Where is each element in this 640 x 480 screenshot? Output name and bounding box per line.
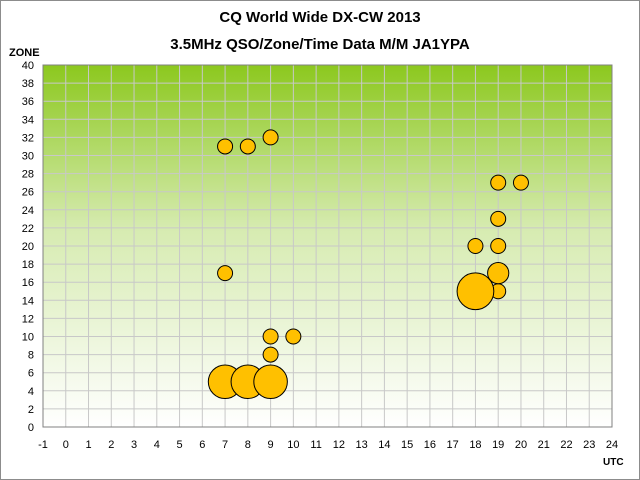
bubble-point (217, 265, 234, 282)
y-tick-label: 8 (28, 350, 34, 362)
x-tick-label: 23 (583, 439, 595, 451)
y-tick-label: 32 (22, 132, 34, 144)
bubbles (207, 129, 529, 400)
x-tick-label: 0 (63, 439, 69, 451)
gridlines (42, 64, 613, 428)
x-tick-label: 17 (447, 439, 459, 451)
x-tick-label: 16 (424, 439, 436, 451)
x-tick-label: 2 (108, 439, 114, 451)
x-axis-label: UTC (603, 457, 624, 468)
bubble-point (285, 328, 302, 345)
bubble-point (490, 210, 507, 227)
x-tick-label: 14 (378, 439, 390, 451)
x-tick-label: 12 (333, 439, 345, 451)
x-tick-label: 3 (131, 439, 137, 451)
y-tick-label: 22 (22, 223, 34, 235)
bubble-point (512, 174, 529, 191)
bubble-point (262, 328, 279, 345)
x-tick-label: 9 (268, 439, 274, 451)
bubble-point (467, 238, 484, 254)
y-tick-label: 4 (28, 386, 34, 398)
x-tick-label: 5 (176, 439, 182, 451)
y-tick-label: 0 (28, 422, 34, 434)
y-tick-label: 20 (22, 241, 34, 253)
x-tick-label: 20 (515, 439, 527, 451)
bubble-point (456, 272, 495, 311)
x-tick-label: 22 (560, 439, 572, 451)
x-tick-labels: -1 0 1 2 3 4 5 6 7 8 9 10 11 12 13 14 15 16 17 18 19 20 21 22 23… (38, 439, 618, 451)
bubble-point (262, 129, 279, 146)
x-tick-label: 1 (85, 439, 91, 451)
y-tick-label: 26 (22, 187, 34, 199)
x-tick-label: 15 (401, 439, 413, 451)
y-tick-label: 24 (22, 205, 34, 217)
y-tick-label: 6 (28, 368, 34, 380)
y-tick-label: 18 (22, 259, 34, 271)
bubble-point (490, 238, 507, 254)
y-tick-label: 38 (22, 78, 34, 90)
bubble-point (253, 364, 288, 400)
chart-title: CQ World Wide DX-CW 2013 (219, 9, 421, 26)
plot-border (42, 64, 613, 428)
bubble-point (239, 138, 256, 155)
x-tick-label: 18 (469, 439, 481, 451)
bubble-point (487, 262, 510, 285)
y-tick-label: 12 (22, 313, 34, 325)
x-tick-label: 21 (538, 439, 550, 451)
x-tick-label: 11 (310, 439, 321, 451)
x-tick-label: 13 (356, 439, 368, 451)
x-tick-label: -1 (38, 439, 48, 451)
y-tick-label: 10 (22, 332, 34, 344)
y-tick-label: 40 (22, 60, 34, 72)
x-tick-label: 7 (222, 439, 228, 451)
bubble-point (490, 174, 507, 191)
y-tick-label: 34 (22, 114, 34, 126)
x-tick-label: 19 (492, 439, 504, 451)
y-tick-label: 16 (22, 277, 34, 289)
x-tick-label: 8 (245, 439, 251, 451)
y-tick-label: 14 (22, 295, 34, 307)
chart-subtitle: 3.5MHz QSO/Zone/Time Data M/M JA1YPA (170, 36, 470, 53)
y-tick-label: 30 (22, 151, 34, 163)
x-tick-label: 4 (154, 439, 160, 451)
x-tick-label: 24 (606, 439, 618, 451)
y-tick-label: 28 (22, 169, 34, 181)
bubble-point (217, 138, 234, 155)
x-tick-label: 6 (199, 439, 205, 451)
y-tick-label: 36 (22, 96, 34, 108)
y-axis-label: ZONE (9, 47, 40, 59)
x-tick-label: 10 (287, 439, 299, 451)
bubble-point (262, 346, 279, 363)
y-tick-label: 2 (28, 404, 34, 416)
